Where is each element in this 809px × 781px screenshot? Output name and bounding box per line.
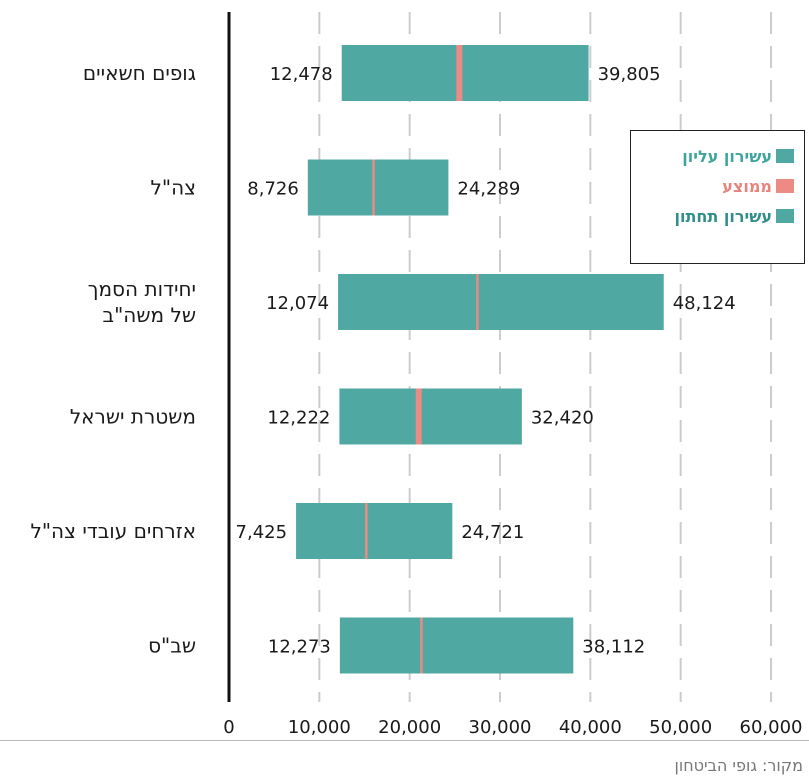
range-bar [307, 159, 449, 216]
x-tick-label: 10,000 [288, 717, 351, 738]
low-value-label: 8,726 [247, 179, 299, 200]
low-value-label: 12,478 [270, 64, 333, 85]
range-bar [338, 274, 664, 330]
x-tick-label: 60,000 [740, 717, 803, 738]
high-value-label: 24,289 [457, 179, 520, 200]
legend-swatch-mean [776, 179, 794, 193]
legend-item-top-decile: עשירון עליון [631, 141, 794, 171]
legend-swatch-bottom-decile [776, 209, 794, 223]
legend-label-mean: ממוצע [722, 176, 772, 196]
high-value-label: 24,721 [461, 522, 524, 543]
category-label: גופים חשאיים [83, 61, 196, 85]
x-tick-label: 40,000 [559, 717, 622, 738]
range-bar [341, 45, 589, 101]
range-bar [339, 388, 522, 445]
category-label: של משה"ב [103, 303, 196, 327]
mean-marker [476, 274, 479, 330]
high-value-label: 48,124 [673, 293, 736, 314]
x-tick-label: 0 [223, 717, 234, 738]
high-value-label: 38,112 [582, 637, 645, 658]
category-label: משטרת ישראל [70, 405, 196, 429]
legend-label-top-decile: עשירון עליון [682, 146, 772, 166]
x-tick-label: 20,000 [378, 717, 441, 738]
category-label: צה"ל [151, 176, 197, 200]
low-value-label: 12,074 [266, 293, 329, 314]
low-value-label: 12,273 [268, 637, 331, 658]
x-tick-label: 50,000 [649, 717, 712, 738]
footer-divider [0, 740, 809, 741]
category-label: שב"ס [148, 634, 196, 658]
legend-swatch-top-decile [776, 149, 794, 163]
low-value-label: 12,222 [267, 408, 330, 429]
mean-marker [415, 388, 422, 445]
range-bar [339, 617, 574, 674]
x-tick-label: 30,000 [469, 717, 532, 738]
mean-marker [365, 503, 368, 559]
legend-item-mean: ממוצע [631, 171, 794, 201]
mean-marker [372, 159, 375, 216]
low-value-label: 7,425 [236, 522, 288, 543]
source-note: מקור: גופי הביטחון [674, 756, 803, 775]
category-label: יחידות הסמך [88, 277, 196, 301]
category-label: אזרחים עובדי צה"ל [30, 519, 196, 543]
legend: עשירון עליון ממוצע עשירון תחתון [630, 130, 805, 264]
high-value-label: 32,420 [531, 408, 594, 429]
mean-marker [456, 45, 463, 101]
mean-marker [420, 617, 423, 674]
legend-item-bottom-decile: עשירון תחתון [631, 201, 794, 231]
legend-label-bottom-decile: עשירון תחתון [674, 206, 772, 226]
range-bar [296, 503, 453, 559]
high-value-label: 39,805 [598, 64, 661, 85]
